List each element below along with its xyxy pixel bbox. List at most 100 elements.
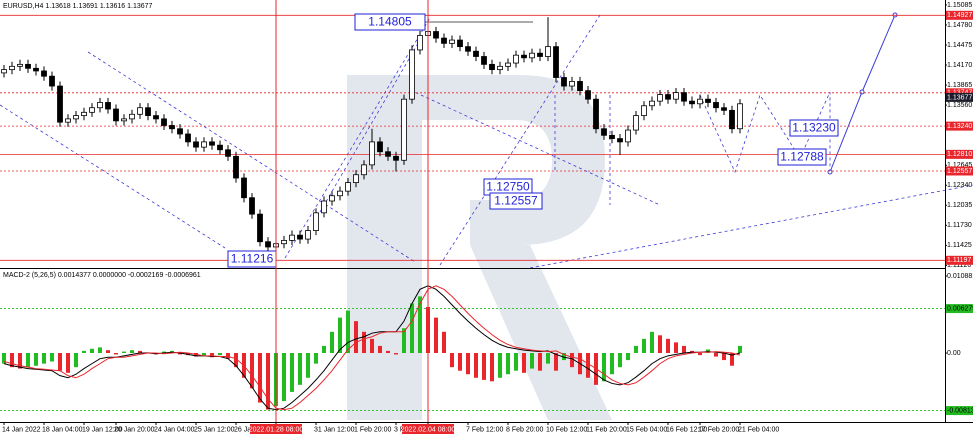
candle-body [561, 77, 567, 87]
histogram-bar [362, 331, 366, 354]
candle-body [553, 46, 559, 78]
candle-body [129, 113, 135, 120]
histogram-bar [282, 353, 286, 402]
candle-body [161, 118, 167, 126]
histogram-bar [698, 353, 702, 356]
indicator-title: MACD-2 (5,26,5) 0.0014377 0.0000000 -0.0… [3, 272, 201, 279]
histogram-bar [442, 331, 446, 354]
x-tick-label: 10 Feb 12:00 [546, 426, 587, 433]
candle-body [377, 141, 383, 153]
candle-body [681, 92, 687, 102]
level-label-box [946, 88, 973, 98]
level-label: 0.006279 [947, 305, 973, 312]
y-tick-label: 1.11730 [947, 222, 972, 229]
histogram-bar [306, 353, 310, 378]
candle-body [201, 141, 207, 148]
candle-body [65, 118, 71, 123]
x-tick-label: 21 Feb 04:00 [738, 426, 779, 433]
histogram-bar [658, 335, 662, 354]
x-tick-label: 7 Feb 12:00 [466, 426, 503, 433]
annotation-box [789, 119, 839, 137]
trend-line [0, 104, 226, 249]
candle-body [105, 102, 111, 110]
y-tick-label: 1.15085 [947, 2, 972, 9]
histogram-bar [42, 353, 46, 364]
forecast-path [699, 91, 831, 174]
level-label-box [946, 149, 973, 159]
histogram-bar [562, 353, 566, 361]
watermark [347, 75, 612, 420]
histogram-bar [618, 353, 622, 368]
histogram-bar [2, 353, 6, 364]
histogram-bar [514, 353, 518, 371]
level-label: -0.008134 [947, 407, 973, 414]
level-label-box [946, 406, 973, 416]
candle-body [625, 129, 631, 143]
x-label-box [250, 424, 302, 434]
histogram-bar [370, 338, 374, 354]
candle-body [433, 31, 439, 39]
histogram-bar [538, 353, 542, 371]
histogram-bar [250, 353, 254, 389]
candle-body [81, 111, 87, 117]
candle-body [361, 164, 367, 176]
candle-body [673, 92, 679, 100]
candle-body [457, 39, 463, 48]
candle-body [513, 54, 519, 64]
trend-lines [0, 12, 973, 269]
x-tick-label: 20 Jan 20:00 [114, 426, 155, 433]
annotation-box [489, 192, 543, 210]
level-label: 1.13240 [947, 123, 972, 130]
candle-body [169, 125, 175, 130]
candle-body [233, 155, 239, 179]
x-tick-label: 8 Feb 20:00 [506, 426, 543, 433]
candle-body [97, 102, 103, 109]
chart-title: EURUSD,H4 1.13618 1.13691 1.13616 1.1367… [3, 3, 153, 10]
y-tick-label: 1.13865 [947, 82, 972, 89]
histogram-bar [570, 353, 574, 368]
y-tick-label: 1.14780 [947, 22, 972, 29]
candle-body [465, 46, 471, 52]
x-tick-label: 15 Feb 04:00 [626, 426, 667, 433]
histogram-bar [314, 353, 318, 364]
candle-body [721, 107, 727, 111]
histogram-bar [202, 353, 206, 356]
histogram-bar [642, 338, 646, 354]
candle-body [241, 177, 247, 199]
candle-body [209, 141, 215, 146]
histogram-bar [434, 317, 438, 354]
x-label-box [402, 424, 454, 434]
histogram-bar [450, 353, 454, 368]
histogram-bar [122, 351, 126, 354]
candle-body [369, 141, 375, 166]
candle-body [9, 65, 15, 71]
candle-body [705, 98, 711, 103]
histogram-bar [162, 351, 166, 354]
histogram-bar [386, 350, 390, 354]
histogram-bar [298, 353, 302, 385]
histogram-bar [610, 353, 614, 375]
candle-body [473, 50, 479, 57]
candle-body [217, 144, 223, 151]
candle-body [353, 174, 359, 184]
candle-body [25, 63, 31, 69]
watermark-bar [347, 75, 422, 420]
histogram-bar [130, 350, 134, 354]
histogram-bar [634, 345, 638, 354]
y-tick-label: 1.11425 [947, 242, 972, 249]
candle-body [385, 151, 391, 157]
histogram-bar [50, 353, 54, 362]
x-tick-label: 14 Jan 2022 [2, 426, 41, 433]
watermark-bowl [422, 75, 605, 245]
candle-body [609, 134, 615, 139]
x-tick-label: 18 Jan 04:00 [42, 426, 83, 433]
candle-body [545, 46, 551, 57]
current-price-label: 1.13677 [947, 94, 972, 101]
candle-body [225, 149, 231, 157]
annotation: 1.13230 [792, 121, 836, 135]
level-label: 1.12810 [947, 151, 972, 158]
histogram-bar [458, 353, 462, 371]
histogram-bar [522, 353, 526, 373]
candle-body [49, 75, 55, 87]
